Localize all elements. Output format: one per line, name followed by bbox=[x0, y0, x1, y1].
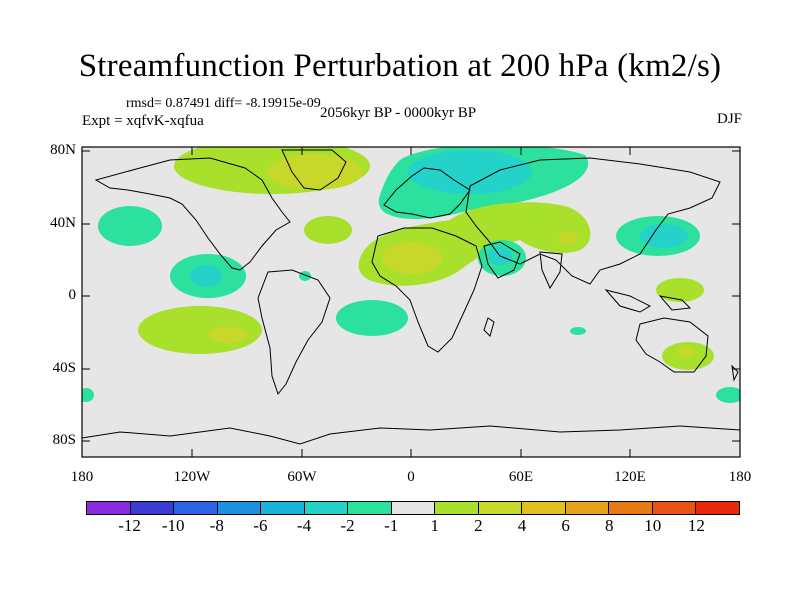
legend-swatch bbox=[652, 502, 697, 514]
map-title: Streamfunction Perturbation at 200 hPa (… bbox=[78, 48, 722, 84]
legend-swatch bbox=[435, 502, 479, 514]
lon-label-0: 0 bbox=[407, 469, 415, 485]
legend-swatch bbox=[348, 502, 392, 514]
southeast-asia-islands bbox=[604, 289, 692, 313]
lon-label-120e: 120E bbox=[614, 469, 646, 485]
australia-coastline bbox=[635, 317, 709, 373]
legend-swatch bbox=[609, 502, 653, 514]
contour-region bbox=[82, 388, 94, 402]
legend-swatch bbox=[130, 502, 175, 514]
legend-label: -2 bbox=[340, 516, 355, 535]
legend-label: -1 bbox=[384, 516, 399, 535]
contour-region bbox=[570, 327, 586, 335]
lon-label-60w: 60W bbox=[287, 469, 317, 485]
lat-label-0: 0 bbox=[68, 287, 77, 303]
legend-swatch bbox=[565, 502, 610, 514]
legend-label: 12 bbox=[687, 516, 705, 535]
legend-swatch bbox=[87, 502, 131, 514]
contour-region bbox=[677, 347, 695, 357]
legend-label: 2 bbox=[474, 516, 483, 535]
legend-swatch bbox=[696, 502, 739, 514]
legend-label: 4 bbox=[517, 516, 527, 535]
antarctica-coastline bbox=[82, 425, 740, 445]
legend-label: -12 bbox=[118, 516, 141, 535]
south-america-coastline bbox=[257, 269, 331, 396]
time-period: 2056kyr BP - 0000kyr BP bbox=[320, 105, 477, 121]
legend-swatch bbox=[174, 502, 218, 514]
contour-region bbox=[336, 300, 408, 336]
legend-swatch bbox=[391, 502, 436, 514]
india-coastline bbox=[539, 251, 563, 290]
contour-region bbox=[716, 387, 740, 403]
arabia-coastline bbox=[483, 241, 521, 279]
lon-label-120w: 120W bbox=[173, 469, 211, 485]
contour-region bbox=[640, 224, 688, 248]
contour-region bbox=[299, 271, 311, 281]
coastlines bbox=[82, 149, 740, 445]
contour-fields bbox=[82, 147, 740, 403]
africa-coastline bbox=[371, 227, 483, 353]
experiment-label: Expt = xqfvK-xqfua bbox=[82, 113, 204, 129]
legend-label: 6 bbox=[561, 516, 570, 535]
lat-label-40s: 40S bbox=[52, 360, 76, 376]
contour-region bbox=[558, 232, 578, 244]
contour-region bbox=[98, 206, 162, 246]
contour-region bbox=[408, 150, 532, 194]
lat-label-80s: 80S bbox=[52, 432, 76, 448]
legend-swatch bbox=[478, 502, 523, 514]
contour-region bbox=[267, 154, 363, 190]
contour-region bbox=[208, 327, 248, 343]
legend-label: -8 bbox=[209, 516, 224, 535]
rmsd-diff-stats: rmsd= 0.87491 diff= -8.19915e-09 bbox=[126, 96, 321, 111]
contour-region bbox=[382, 242, 442, 274]
legend-label: 8 bbox=[604, 516, 614, 535]
legend-label: -4 bbox=[296, 516, 312, 535]
lon-label-60e: 60E bbox=[508, 469, 534, 485]
lat-label-80n: 80N bbox=[50, 142, 76, 158]
legend-swatch bbox=[261, 502, 305, 514]
color-legend-bar bbox=[86, 501, 740, 515]
north-america-coastline bbox=[94, 157, 291, 271]
contour-region bbox=[304, 216, 352, 244]
contour-region bbox=[656, 278, 704, 302]
asia-coastline bbox=[465, 157, 721, 285]
lon-label-180e: 180 bbox=[728, 469, 752, 485]
legend-label: 1 bbox=[430, 516, 440, 535]
legend-label: -10 bbox=[161, 516, 185, 535]
greenland-coastline bbox=[281, 149, 347, 191]
season-label: DJF bbox=[716, 111, 742, 127]
axis-ticks bbox=[81, 147, 741, 457]
legend-swatch bbox=[304, 502, 349, 514]
legend-label: -6 bbox=[253, 516, 268, 535]
legend-label: 10 bbox=[644, 516, 662, 535]
lon-label-180w: 180 bbox=[70, 469, 94, 485]
contour-region bbox=[190, 265, 222, 287]
lat-label-40n: 40N bbox=[50, 215, 76, 231]
legend-swatch bbox=[522, 502, 566, 514]
madagascar-coastline bbox=[483, 317, 495, 337]
legend-swatch bbox=[217, 502, 262, 514]
europe-coastline bbox=[383, 167, 471, 219]
